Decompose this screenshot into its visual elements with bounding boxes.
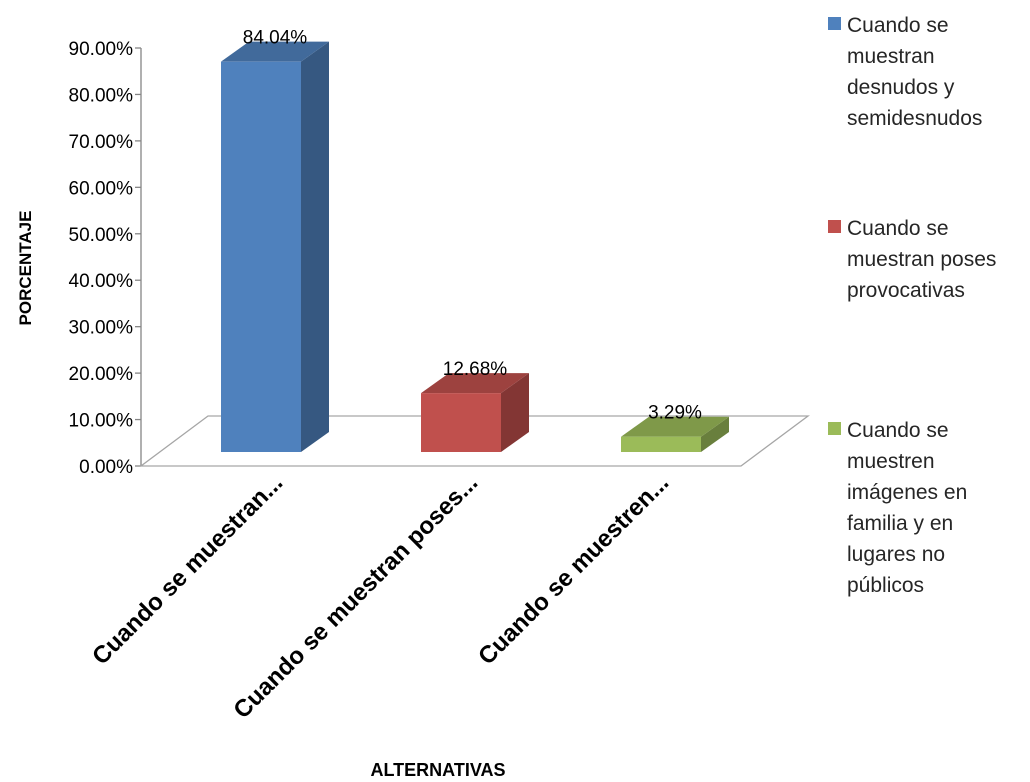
- data-labels: 84.04% 12.68% 3.29%: [243, 28, 702, 424]
- y-axis-title: PORCENTAJE: [16, 211, 35, 326]
- y-tick-label: 0.00%: [79, 457, 133, 478]
- legend-item-0: Cuando se muestran desnudos y semidesnud…: [828, 10, 1017, 134]
- bar-side: [701, 416, 729, 452]
- bar-side: [501, 373, 529, 452]
- data-label-0: 84.04%: [243, 28, 308, 49]
- legend-label-2: Cuando se muestren imágenes en familia y…: [847, 419, 968, 597]
- bar-top: [221, 41, 329, 62]
- y-tick-label: 70.00%: [69, 132, 134, 153]
- y-tick-label: 40.00%: [69, 271, 134, 292]
- y-tick-label: 10.00%: [69, 411, 134, 432]
- bar-front: [421, 393, 501, 452]
- legend-item-1: Cuando se muestran poses provocativas: [828, 213, 1017, 306]
- y-tick-label: 30.00%: [69, 318, 134, 339]
- bar-side: [301, 41, 329, 453]
- y-tick-label: 20.00%: [69, 364, 134, 385]
- y-axis: 0.00% 10.00% 20.00% 30.00% 40.00% 50.00% 60.00…: [69, 39, 142, 478]
- chart-floor: [139, 415, 810, 467]
- data-label-2: 3.29%: [648, 403, 702, 424]
- legend-item-2: Cuando se muestren imágenes en familia y…: [828, 415, 1017, 601]
- bar-0: [221, 41, 329, 453]
- data-label-1: 12.68%: [443, 359, 508, 380]
- x-axis-title: ALTERNATIVAS: [371, 760, 506, 780]
- bar-front: [621, 436, 701, 452]
- floor-plane: [139, 415, 810, 467]
- legend-label-0: Cuando se muestran desnudos y semidesnud…: [847, 14, 983, 130]
- y-tick-label: 60.00%: [69, 178, 134, 199]
- bar-front: [221, 61, 301, 453]
- bar-1: [421, 373, 529, 452]
- x-tick-label-2: Cuando se muestren...: [473, 469, 674, 670]
- y-tick-label: 50.00%: [69, 225, 134, 246]
- legend-label-1: Cuando se muestran poses provocativas: [847, 217, 997, 302]
- bars: [221, 41, 729, 453]
- legend-swatch-2: [828, 422, 841, 435]
- x-axis-tick-labels: Cuando se muestran...Cuando se muestran …: [87, 469, 674, 724]
- bar-top: [421, 373, 529, 394]
- y-tick-label: 90.00%: [69, 39, 134, 60]
- legend-swatch-0: [828, 17, 841, 30]
- bar-top: [621, 416, 729, 437]
- y-tick-label: 80.00%: [69, 85, 134, 106]
- legend-swatch-1: [828, 220, 841, 233]
- x-tick-label-0: Cuando se muestran...: [87, 469, 288, 670]
- bar-2: [621, 416, 729, 452]
